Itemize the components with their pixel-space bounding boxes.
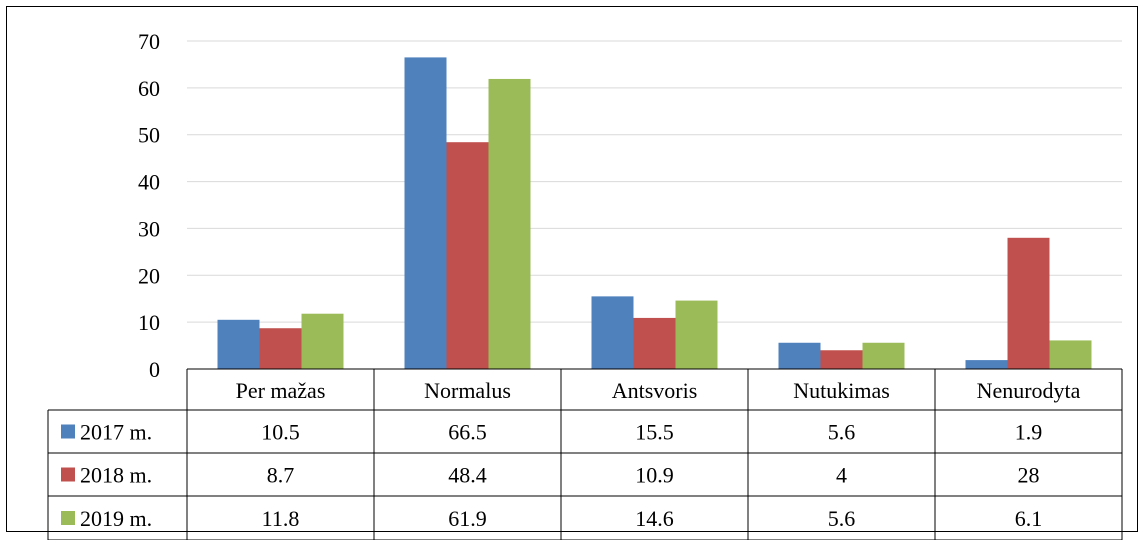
data-table-value: 66.5: [448, 420, 487, 445]
data-table-value: 5.6: [828, 506, 856, 531]
data-table-value: 11.8: [262, 506, 300, 531]
bar: [259, 328, 302, 369]
legend-swatch: [61, 511, 75, 525]
chart-frame: [6, 6, 1138, 532]
legend-label: 2017 m.: [80, 420, 152, 445]
data-table-value: 6.1: [1015, 506, 1043, 531]
category-label: Normalus: [424, 378, 511, 403]
category-label: Nenurodyta: [977, 378, 1081, 403]
bar: [633, 317, 676, 369]
legend-label: 2018 m.: [80, 463, 152, 488]
legend-swatch: [61, 424, 75, 439]
y-tick-label: 0: [149, 357, 160, 382]
data-table-value: 10.5: [261, 420, 300, 445]
y-tick-label: 10: [138, 310, 160, 335]
data-table-value: 28: [1018, 463, 1040, 488]
bar: [591, 296, 634, 369]
y-tick-label: 70: [138, 29, 160, 54]
data-table-value: 10.9: [635, 463, 674, 488]
data-table-value: 14.6: [635, 506, 674, 531]
data-table-value: 5.6: [828, 420, 856, 445]
data-table-value: 48.4: [448, 463, 487, 488]
category-label: Per mažas: [236, 378, 326, 403]
bar: [446, 142, 489, 369]
y-tick-label: 50: [138, 123, 160, 148]
data-table-value: 8.7: [267, 463, 295, 488]
category-label: Antsvoris: [612, 378, 698, 403]
bar: [404, 57, 447, 370]
data-table-value: 15.5: [635, 420, 674, 445]
bar: [301, 313, 344, 369]
bar: [488, 78, 531, 369]
bar: [217, 319, 260, 369]
category-label: Nutukimas: [793, 378, 890, 403]
legend-label: 2019 m.: [80, 506, 152, 531]
bar: [1049, 340, 1092, 369]
data-table-value: 4: [836, 463, 847, 488]
data-table-value: 1.9: [1015, 420, 1043, 445]
legend-swatch: [61, 467, 75, 482]
bar: [965, 360, 1008, 369]
bar: [862, 342, 905, 369]
bar: [1007, 237, 1050, 369]
y-tick-label: 20: [138, 263, 160, 288]
data-table-value: 61.9: [448, 506, 487, 531]
bar: [820, 350, 863, 369]
bar: [675, 300, 718, 369]
y-tick-label: 40: [138, 170, 160, 195]
bar: [778, 342, 821, 369]
y-tick-label: 30: [138, 216, 160, 241]
y-tick-label: 60: [138, 76, 160, 101]
